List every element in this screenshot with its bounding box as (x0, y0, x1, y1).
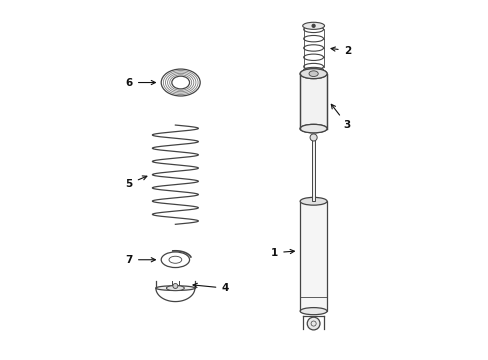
Text: 3: 3 (331, 104, 350, 130)
Text: 6: 6 (125, 77, 155, 87)
Polygon shape (311, 138, 315, 201)
Text: 2: 2 (330, 46, 350, 56)
Circle shape (311, 24, 314, 27)
Polygon shape (300, 74, 326, 129)
Ellipse shape (300, 124, 326, 133)
Ellipse shape (302, 22, 324, 30)
Ellipse shape (308, 71, 318, 77)
Ellipse shape (300, 307, 326, 315)
Ellipse shape (300, 124, 326, 133)
Text: 5: 5 (125, 176, 146, 189)
Text: 1: 1 (270, 248, 294, 258)
Ellipse shape (156, 286, 195, 291)
Ellipse shape (300, 69, 326, 78)
Circle shape (173, 283, 178, 288)
Text: 4: 4 (193, 283, 228, 293)
Ellipse shape (300, 69, 326, 78)
Text: 7: 7 (125, 255, 155, 265)
Polygon shape (300, 201, 326, 311)
Circle shape (309, 134, 317, 141)
Ellipse shape (166, 285, 184, 291)
Ellipse shape (300, 197, 326, 205)
Ellipse shape (308, 71, 318, 77)
Circle shape (306, 317, 319, 330)
